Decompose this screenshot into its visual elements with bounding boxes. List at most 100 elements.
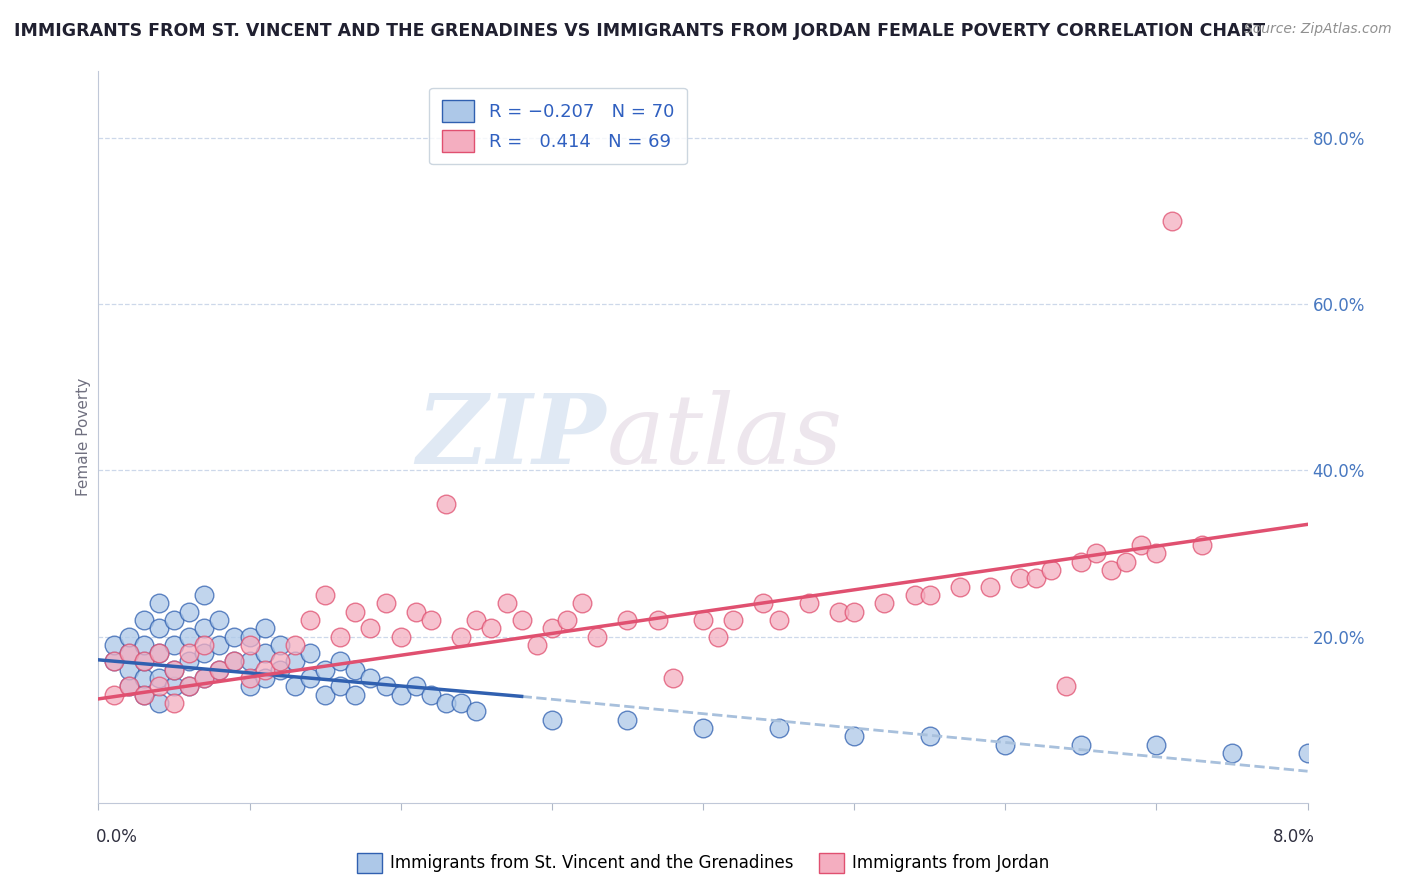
Point (193, 638, 215, 652)
Point (420, 613, 443, 627)
Point (586, 630, 609, 644)
Point (179, 655, 201, 669)
Point (118, 646, 141, 660)
Point (314, 588, 336, 602)
Point (179, 680, 201, 694)
Point (132, 655, 155, 669)
Point (555, 613, 578, 627)
Point (1296, 746, 1319, 760)
Legend: R = −0.207   N = 70, R =   0.414   N = 69: R = −0.207 N = 70, R = 0.414 N = 69 (429, 87, 686, 164)
Point (253, 671, 276, 685)
Point (434, 497, 457, 511)
Point (1070, 555, 1092, 569)
Point (253, 663, 276, 677)
Point (844, 605, 866, 619)
Point (1025, 571, 1047, 585)
Point (103, 638, 125, 652)
Point (253, 646, 276, 660)
Point (118, 663, 141, 677)
Point (420, 688, 443, 702)
Point (163, 613, 186, 627)
Point (707, 630, 730, 644)
Point (616, 613, 638, 627)
Point (103, 655, 125, 669)
Point (481, 621, 503, 635)
Point (163, 680, 186, 694)
Point (132, 613, 155, 627)
Y-axis label: Female Poverty: Female Poverty (76, 378, 91, 496)
Point (1070, 738, 1092, 752)
Point (193, 671, 215, 685)
Point (828, 605, 851, 619)
Point (389, 630, 412, 644)
Point (163, 663, 186, 677)
Point (253, 621, 276, 635)
Point (540, 713, 562, 727)
Point (179, 605, 201, 619)
Point (495, 596, 517, 610)
Point (224, 655, 246, 669)
Point (208, 663, 231, 677)
Legend: Immigrants from St. Vincent and the Grenadines, Immigrants from Jordan: Immigrants from St. Vincent and the Gren… (350, 847, 1056, 880)
Point (1146, 546, 1168, 560)
Point (405, 680, 427, 694)
Point (510, 613, 533, 627)
Point (132, 671, 155, 685)
Point (179, 680, 201, 694)
Point (239, 638, 262, 652)
Point (752, 596, 775, 610)
Point (239, 671, 262, 685)
Point (132, 638, 155, 652)
Point (148, 680, 170, 694)
Text: ZIP: ZIP (416, 390, 606, 484)
Point (239, 680, 262, 694)
Point (661, 671, 683, 685)
Point (132, 655, 155, 669)
Point (299, 613, 322, 627)
Point (360, 671, 382, 685)
Point (723, 613, 745, 627)
Point (148, 621, 170, 635)
Point (118, 680, 141, 694)
Point (768, 721, 790, 735)
Point (1010, 571, 1032, 585)
Point (329, 680, 352, 694)
Point (647, 613, 669, 627)
Text: 0.0%: 0.0% (96, 828, 138, 846)
Point (269, 655, 291, 669)
Point (239, 655, 262, 669)
Point (224, 655, 246, 669)
Point (163, 638, 186, 652)
Point (193, 621, 215, 635)
Point (389, 688, 412, 702)
Point (148, 646, 170, 660)
Point (1054, 680, 1077, 694)
Point (284, 655, 307, 669)
Point (465, 705, 488, 719)
Point (1099, 563, 1122, 577)
Point (179, 646, 201, 660)
Point (1130, 538, 1153, 552)
Point (1039, 563, 1062, 577)
Point (118, 630, 141, 644)
Text: IMMIGRANTS FROM ST. VINCENT AND THE GRENADINES VS IMMIGRANTS FROM JORDAN FEMALE : IMMIGRANTS FROM ST. VINCENT AND THE GREN… (14, 22, 1265, 40)
Point (224, 630, 246, 644)
Point (616, 713, 638, 727)
Point (405, 605, 427, 619)
Point (768, 613, 790, 627)
Point (1085, 546, 1108, 560)
Point (450, 630, 472, 644)
Point (299, 646, 322, 660)
Point (360, 621, 382, 635)
Point (132, 688, 155, 702)
Point (284, 638, 307, 652)
Point (163, 696, 186, 710)
Point (148, 646, 170, 660)
Point (873, 596, 896, 610)
Point (344, 688, 367, 702)
Point (918, 588, 941, 602)
Point (314, 688, 336, 702)
Point (1115, 555, 1137, 569)
Point (844, 729, 866, 743)
Point (344, 605, 367, 619)
